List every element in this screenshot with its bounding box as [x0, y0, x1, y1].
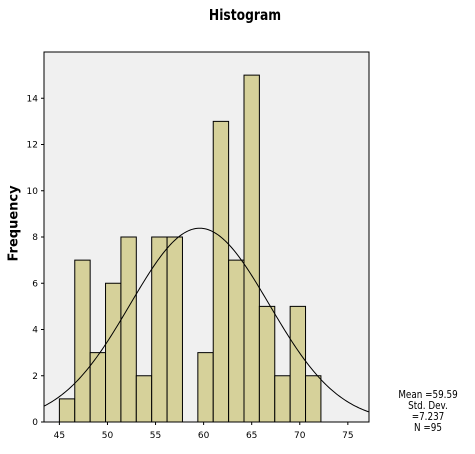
histogram-bar: [151, 236, 168, 423]
y-tick-label: 4: [32, 326, 38, 336]
y-tick-label: 10: [27, 187, 39, 197]
x-tick-label: 45: [54, 431, 65, 441]
histogram-bar: [120, 236, 137, 423]
histogram-bar: [135, 375, 153, 423]
histogram-bar: [228, 259, 245, 423]
histogram-bar: [289, 305, 307, 423]
x-tick-label: 55: [150, 431, 161, 441]
y-tick-label: 8: [32, 233, 38, 243]
y-tick-label: 12: [27, 141, 38, 151]
y-tick-label: 2: [32, 372, 38, 382]
histogram-bar: [105, 282, 122, 423]
histogram-bar: [212, 120, 230, 423]
x-tick-label: 75: [342, 431, 353, 441]
y-axis-ticks: 0 2 4 6 8 10 12 14: [27, 94, 44, 428]
histogram-bar: [58, 398, 76, 423]
x-tick-label: 60: [198, 431, 210, 441]
histogram-bar: [258, 305, 276, 423]
normal-curve: [43, 227, 370, 413]
histogram-bar: [274, 375, 291, 423]
x-tick-label: 65: [246, 431, 257, 441]
chart-title: Histogram: [208, 6, 282, 24]
histogram-bar: [243, 74, 260, 423]
histogram-bar: [197, 352, 214, 423]
stats-std-dev: Std. Dev. =7.237: [408, 399, 448, 423]
stats-box: Mean =59.59 Std. Dev. =7.237 N =95: [396, 389, 460, 433]
histogram-bar: [305, 375, 322, 423]
stats-n: N =95: [414, 421, 442, 434]
histogram-bar: [74, 259, 91, 423]
x-tick-label: 70: [294, 431, 306, 441]
x-axis-ticks: 45 50 55 60 65 70 75: [54, 422, 354, 441]
y-tick-label: 14: [27, 94, 39, 104]
y-tick-label: 6: [32, 279, 38, 289]
histogram-bar: [166, 236, 183, 423]
stats-mean: Mean =59.59: [398, 388, 458, 401]
y-tick-label: 0: [32, 418, 38, 428]
bars-group: [58, 74, 322, 423]
x-tick-label: 50: [102, 431, 114, 441]
